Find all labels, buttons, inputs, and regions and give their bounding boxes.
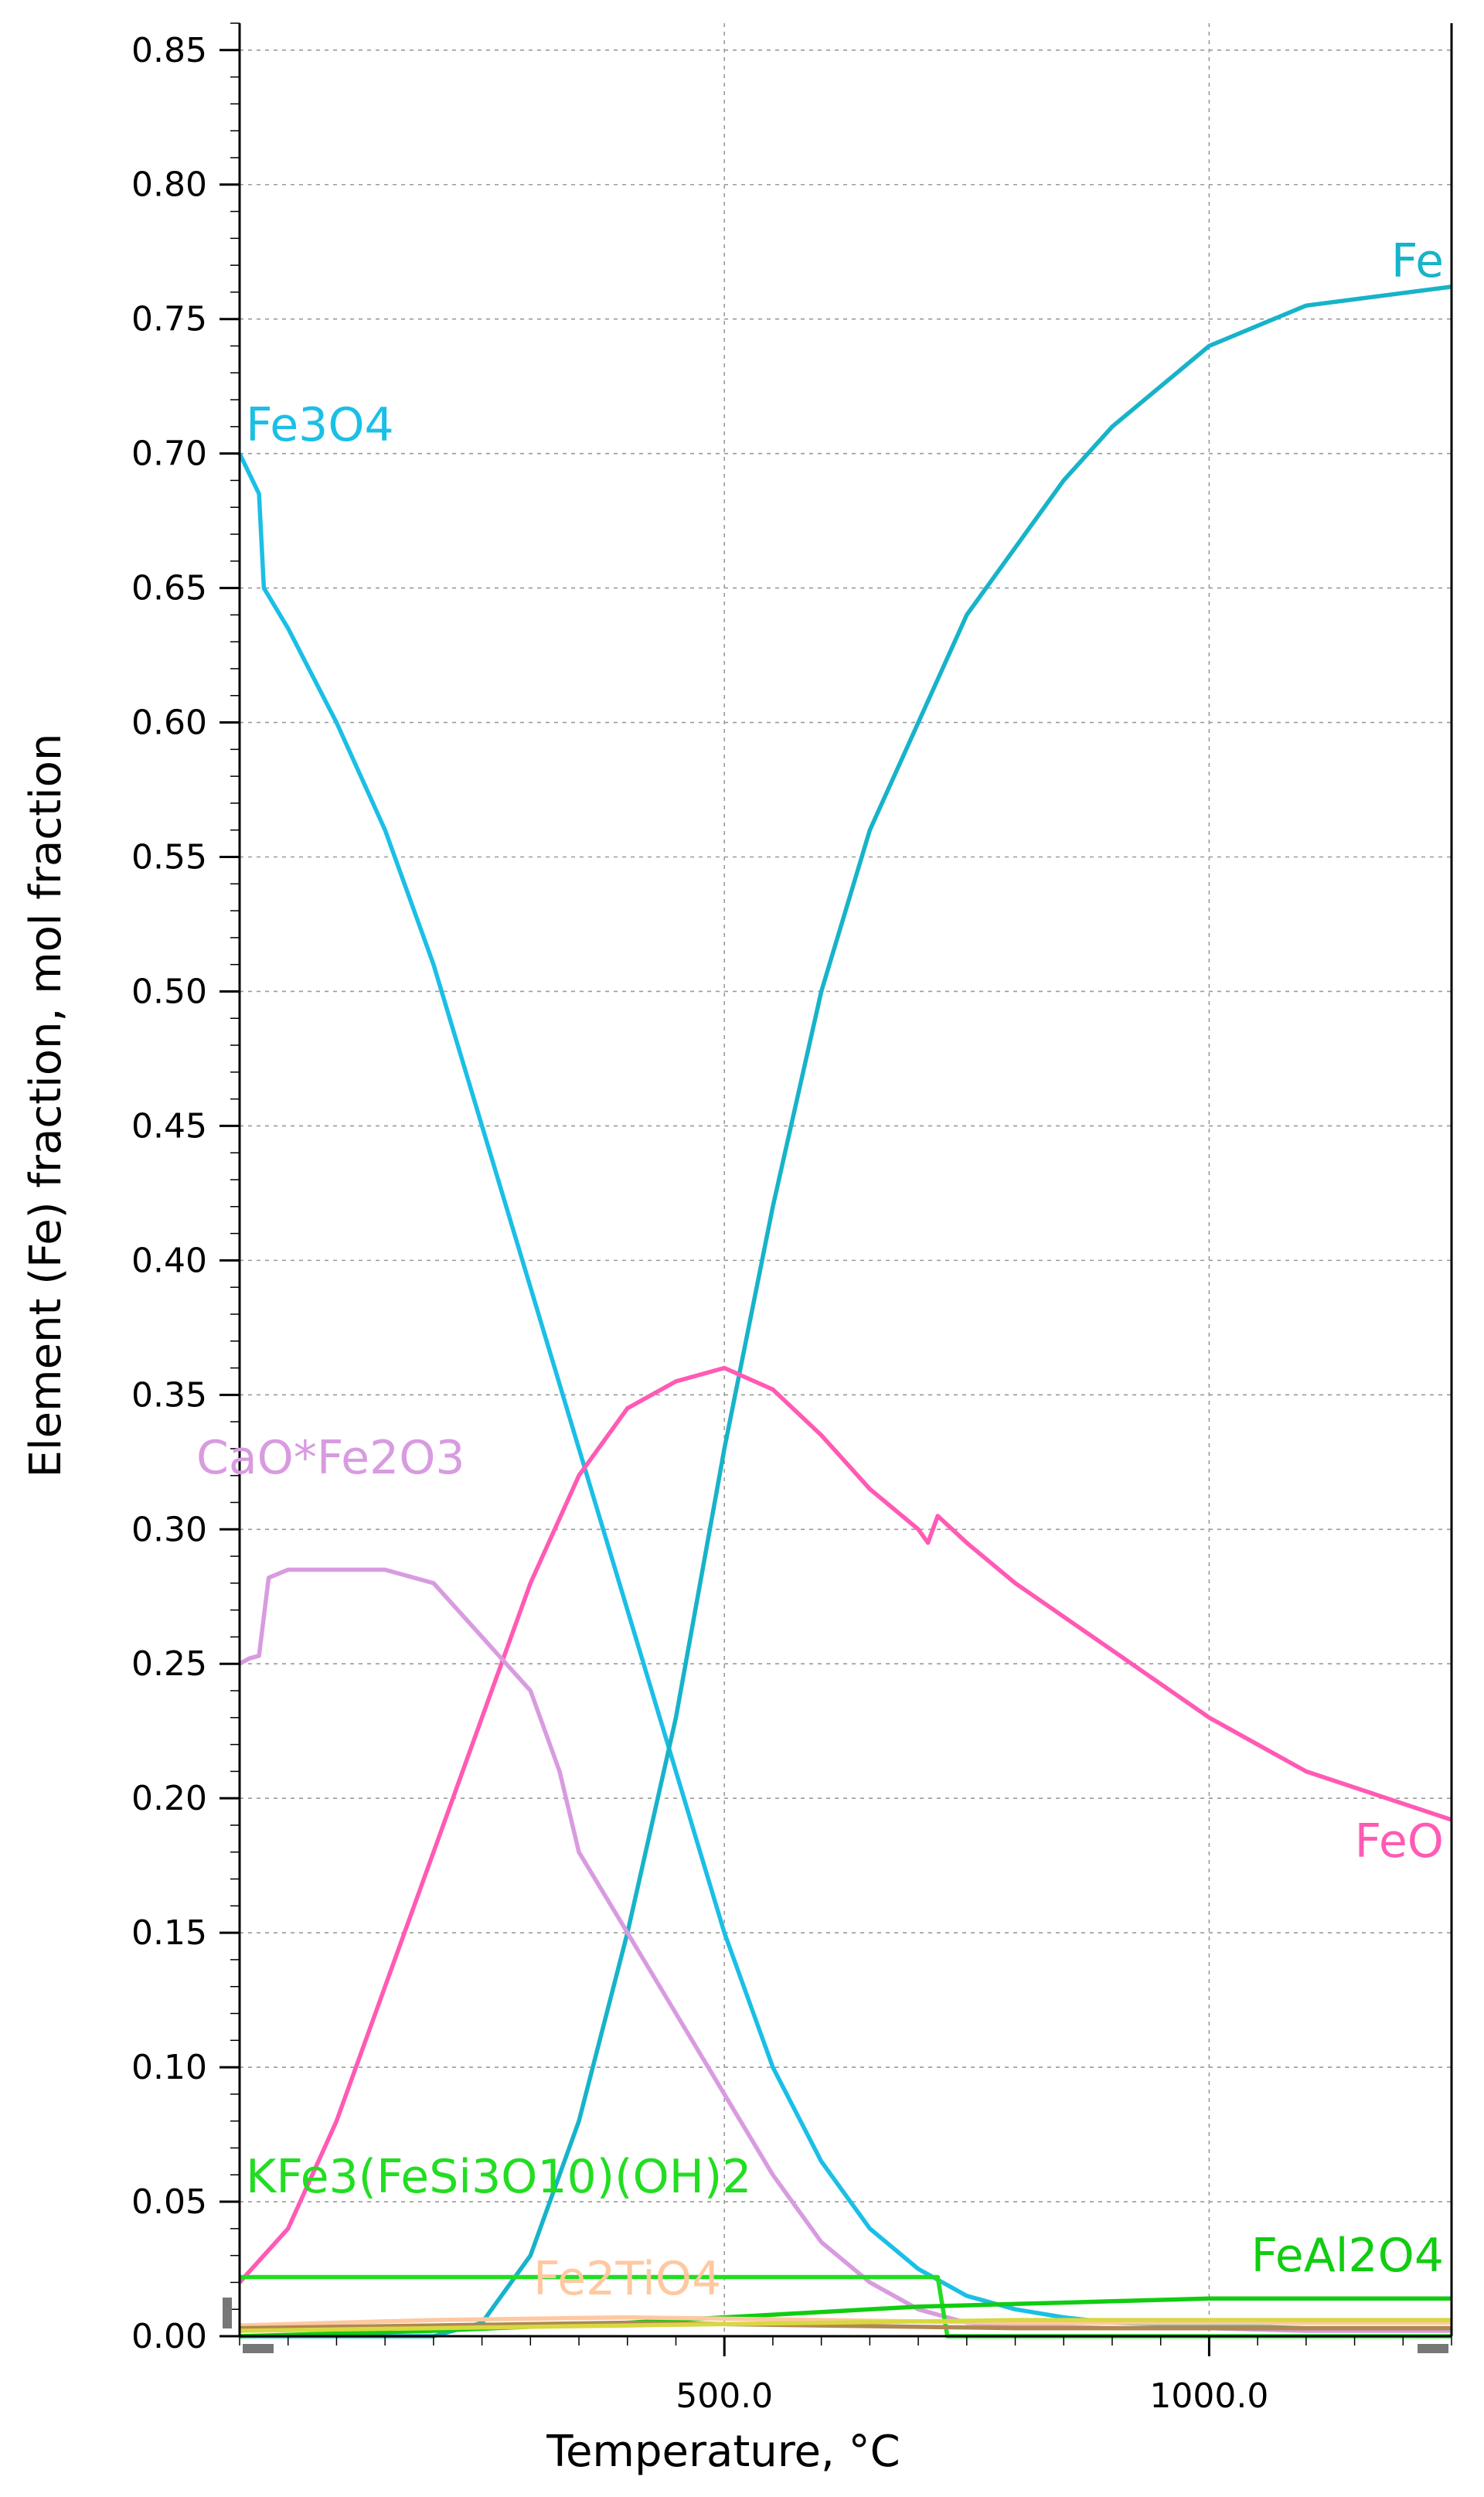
y-tick-label: 0.40: [131, 1241, 207, 1280]
series-line-cao-fe2o3: [238, 1567, 1452, 2333]
y-tick-label: 0.60: [131, 703, 207, 743]
y-tick-label: 0.50: [131, 972, 207, 1011]
y-tick-label: 0.25: [131, 1644, 207, 1684]
y-tick-label: 0.35: [131, 1375, 207, 1415]
y-tick-label: 0.10: [131, 2048, 207, 2087]
y-tick-label: 0.45: [131, 1106, 207, 1146]
y-tick-label: 0.75: [131, 300, 207, 339]
y-axis-title: Element (Fe) fraction, mol fraction: [21, 734, 71, 1478]
x-axis-title: Temperature, °C: [546, 2427, 900, 2477]
y-axis-handle-bottom: [223, 2298, 232, 2328]
y-tick-label: 0.55: [131, 838, 207, 877]
curve-label-fe3o4: Fe3O4: [246, 398, 394, 452]
series-line-extra-7: [239, 2320, 1452, 2331]
curve-label-feal2o4: FeAl2O4: [1251, 2229, 1444, 2283]
series-line-feo: [237, 1365, 1452, 2284]
y-tick-label: 0.85: [131, 31, 207, 70]
series-layer: [237, 284, 1452, 2339]
curve-label-cao-fe2o3: CaO*Fe2O3: [196, 1431, 465, 1485]
x-axis-handle-left: [243, 2344, 274, 2353]
y-tick-label: 0.80: [131, 165, 207, 205]
curve-label-feo: FeO: [1355, 1814, 1444, 1868]
x-tick-label: 1000.0: [1149, 2376, 1268, 2416]
x-tick-label: 500.0: [676, 2376, 773, 2416]
curve-label-fe2tio4: Fe2TiO4: [533, 2252, 721, 2306]
x-axis-handle-right: [1418, 2344, 1448, 2353]
series-line-extra-8: [239, 2318, 1452, 2333]
y-tick-label: 0.20: [131, 1779, 207, 1818]
y-tick-label: 0.00: [131, 2317, 207, 2356]
y-tick-label: 0.05: [131, 2182, 207, 2222]
curve-label-fe: Fe: [1391, 234, 1444, 288]
series-line-fe2tio4: [239, 2315, 1452, 2328]
y-tick-label: 0.30: [131, 1510, 207, 1549]
y-tick-label: 0.65: [131, 569, 207, 608]
label-layer: Fe3O4 Fe CaO*Fe2O3 FeO KFe3(FeSi3O10)(OH)2 Fe…: [196, 234, 1444, 2306]
y-tick-label: 0.15: [131, 1913, 207, 1953]
y-tick-label: 0.70: [131, 434, 207, 474]
grid-layer: [240, 23, 1452, 2336]
curve-label-kfe3-fesi3o10-oh-2: KFe3(FeSi3O10)(OH)2: [246, 2150, 751, 2204]
axis-layer: 0.00 0.05 0.10 0.15 0.20 0.25 0.30 0.35 0.40 0.45…: [131, 22, 1453, 2416]
